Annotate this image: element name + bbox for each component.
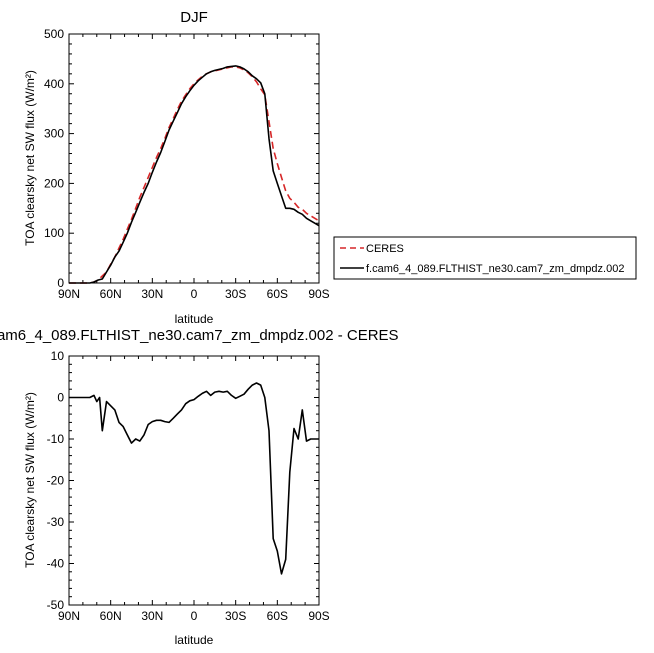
bottom-y-tick-label: -10 [47, 432, 65, 446]
bottom-y-tick-label: -40 [47, 557, 65, 571]
bottom-x-tick-label: 60S [267, 609, 288, 623]
bottom-chart: cam6_4_089.FLTHIST_ne30.cam7_zm_dmpdz.00… [0, 327, 399, 647]
top-chart: DJF latitude TOA clearsky net SW flux (W… [23, 9, 330, 326]
top-chart-series [69, 65, 320, 284]
bottom-x-tick-label: 90S [308, 609, 329, 623]
top-y-tick-label: 0 [57, 276, 64, 290]
bottom-chart-ylabel: TOA clearsky net SW flux (W/m²) [23, 392, 37, 568]
bottom-y-tick-label: -30 [47, 515, 65, 529]
bottom-x-tick-label: 60N [100, 609, 122, 623]
top-y-tick-label: 100 [44, 226, 64, 240]
top-chart-frame [68, 33, 320, 284]
bottom-chart-xlabel: latitude [175, 633, 214, 647]
top-x-tick-label: 60N [100, 287, 122, 301]
bottom-chart-frame [68, 355, 320, 606]
top-y-tick-label: 300 [44, 127, 64, 141]
top-chart-ticks: 90N 60N 30N 0 30S 60S 90S 0 100 200 300 400 500 [44, 27, 330, 301]
legend: CERES f.cam6_4_089.FLTHIST_ne30.cam7_zm_… [333, 236, 637, 280]
top-x-tick-label: 60S [267, 287, 288, 301]
top-x-tick-label: 30N [141, 287, 163, 301]
top-series-ceres-line [69, 66, 320, 284]
top-y-tick-label: 500 [44, 27, 64, 41]
top-chart-title: DJF [180, 9, 208, 26]
bottom-y-tick-label: -50 [47, 598, 65, 612]
bottom-y-tick-label: -20 [47, 474, 65, 488]
legend-box [333, 236, 637, 280]
bottom-series-model-line [69, 382, 319, 575]
top-chart-xlabel: latitude [175, 312, 214, 326]
bottom-x-tick-label: 30S [225, 609, 246, 623]
top-x-tick-label: 90N [58, 287, 80, 301]
top-y-tick-label: 400 [44, 77, 64, 91]
bottom-x-tick-label: 90N [58, 609, 80, 623]
bottom-chart-series [69, 382, 319, 575]
bottom-x-tick-label: 0 [191, 609, 198, 623]
top-chart-ylabel: TOA clearsky net SW flux (W/m²) [23, 70, 37, 246]
legend-label-model: f.cam6_4_089.FLTHIST_ne30.cam7_zm_dmpdz.… [366, 263, 624, 275]
bottom-chart-title: cam6_4_089.FLTHIST_ne30.cam7_zm_dmpdz.00… [0, 327, 399, 344]
top-x-tick-label: 0 [191, 287, 198, 301]
top-x-tick-label: 30S [225, 287, 246, 301]
bottom-y-tick-label: 10 [51, 349, 65, 363]
top-series-model-line [69, 65, 320, 284]
top-y-tick-label: 200 [44, 176, 64, 190]
top-x-tick-label: 90S [308, 287, 329, 301]
bottom-y-tick-label: 0 [57, 391, 64, 405]
bottom-x-tick-label: 30N [141, 609, 163, 623]
bottom-chart-ticks: 90N 60N 30N 0 30S 60S 90S 10 0 -10 -20 -30 -40 -50 [47, 349, 330, 623]
legend-label-ceres: CERES [366, 243, 404, 255]
